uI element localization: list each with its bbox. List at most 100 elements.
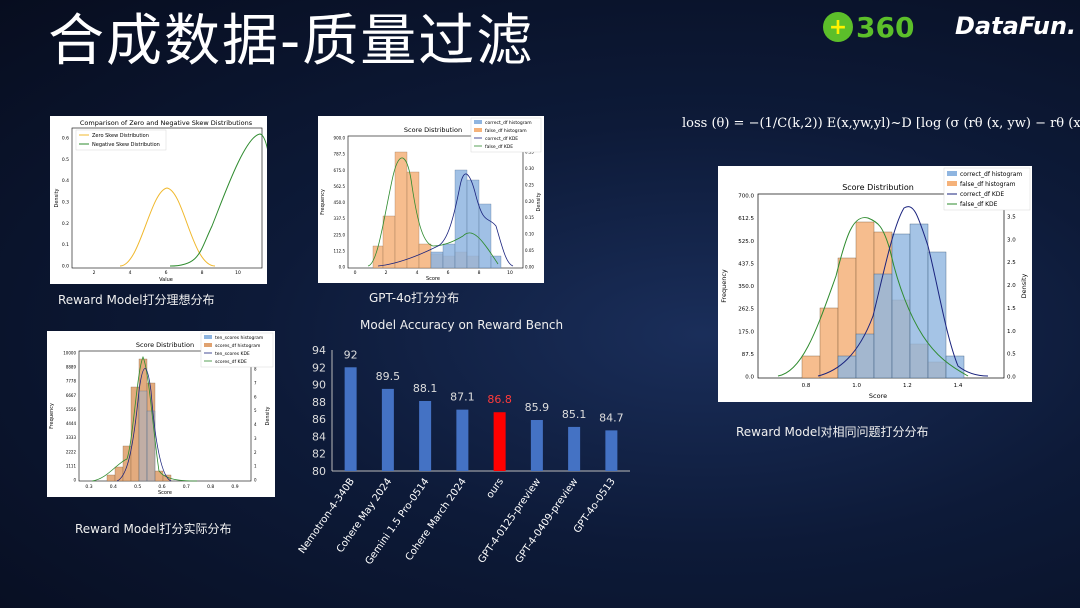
accuracy-bar-chart: 80 82 84 86 88 90 92 94 92 89.5 88.1 87.1 86.8 85.9 8…	[297, 344, 630, 567]
same-correct-hist	[837, 223, 965, 379]
actual-yticks-label: 1111	[66, 463, 77, 468]
actual-y2ticks-label: 2	[254, 450, 257, 455]
actual-legend-0: ten_scores histogram	[215, 335, 263, 341]
actual-y2label: Density	[265, 406, 271, 425]
gpt4o-xticks-label: 6	[447, 270, 450, 276]
same-yticks-label: 525.0	[738, 239, 754, 245]
acc-value-label: 85.1	[562, 408, 587, 421]
same-yticks-label: 175.0	[738, 329, 754, 335]
gpt4o-legend-3: false_df KDE	[485, 144, 513, 150]
same-legend-3: false_df KDE	[960, 201, 998, 208]
actual-xticks-label: 0.3	[85, 484, 92, 490]
gpt4o-ylabel: Frequency	[320, 189, 326, 215]
acc-value-label: 86.8	[487, 393, 512, 406]
acc-bar	[381, 388, 394, 471]
actual-chart-title: Score Distribution	[136, 341, 194, 349]
gpt4o-yticks-label: 225.0	[334, 232, 346, 237]
actual-yticks-label: 6667	[66, 393, 77, 398]
skew-yticks-label: 0.4	[62, 178, 69, 184]
same-xticks-label: 1.0	[852, 383, 861, 389]
actual-y2ticks-label: 7	[254, 380, 257, 385]
gpt4o-y2ticks-label: 0.00	[525, 265, 534, 270]
acc-ytick-label: 82	[312, 448, 326, 461]
same-y2ticks-label: 1.0	[1007, 329, 1016, 335]
same-legend	[943, 167, 1031, 211]
same-chart-panel: Score Distribution 0.0 87.5 175.0 262.5 350.…	[718, 166, 1032, 402]
same-chart-title: Score Distribution	[842, 183, 914, 192]
same-yticks-label: 0.0	[745, 375, 754, 381]
actual-yticks-label: 5556	[66, 407, 77, 412]
actual-yticks-label: 2222	[66, 449, 77, 454]
actual-y2ticks-label: 0	[254, 478, 257, 483]
acc-value-label: 88.1	[413, 382, 438, 395]
gpt4o-chart-title: Score Distribution	[404, 126, 462, 134]
caption-accuracy: Model Accuracy on Reward Bench	[360, 318, 564, 332]
gpt4o-yticks-label: 675.0	[334, 168, 346, 173]
caption-ideal: Reward Model打分理想分布	[58, 293, 215, 307]
gpt4o-xticks-label: 4	[416, 270, 419, 276]
actual-legend-1: scores_df histogram	[215, 343, 260, 349]
caption-gpt4o: GPT-4o打分分布	[369, 291, 460, 305]
skew-xticks-label: 8	[201, 270, 204, 276]
gpt4o-legend-0: correct_df histogram	[485, 120, 532, 126]
logo-datafun: DataFun.	[955, 12, 1077, 40]
gpt4o-y2label: Density	[536, 192, 542, 211]
gpt4o-yticks-label: 112.5	[334, 248, 346, 253]
acc-category-label: GPT-4-0409-preview	[514, 476, 581, 565]
acc-bar	[605, 430, 618, 471]
gpt4o-y2ticks-label: 0.15	[525, 215, 534, 220]
skew-chart-title: Comparison of Zero and Negative Skew Dis…	[80, 119, 253, 127]
gpt4o-yticks-label: 787.5	[334, 152, 346, 157]
same-xticks-label: 0.8	[802, 383, 811, 389]
same-chart: Score Distribution 0.0 87.5 175.0 262.5 350.…	[720, 167, 1031, 400]
acc-bar	[493, 412, 506, 471]
actual-xticks-label: 0.4	[110, 484, 117, 490]
acc-value-label: 87.1	[450, 391, 475, 404]
slide-title: 合成数据-质量过滤	[48, 9, 535, 74]
skew-yticks-label: 0.1	[62, 242, 69, 248]
acc-ytick-label: 88	[312, 396, 326, 409]
actual-xticks-label: 0.6	[158, 484, 165, 490]
skew-xticks-label: 6	[165, 270, 168, 276]
gpt4o-xlabel: Score	[426, 276, 440, 282]
acc-value-label: 85.9	[525, 401, 550, 414]
zero-skew-curve	[119, 187, 216, 267]
skew-yticks-label: 0.2	[62, 221, 69, 227]
actual-legend	[200, 332, 274, 368]
skew-chart: Comparison of Zero and Negative Skew Dis…	[54, 119, 286, 283]
acc-value-label: 92	[344, 348, 358, 361]
loss-formula: loss (θ) = −(1/C(k,2)) E(x,yw,yl)~D [log…	[682, 116, 1080, 131]
acc-bar	[456, 409, 469, 471]
skew-legend-zero: Zero Skew Distribution	[92, 133, 149, 139]
same-legend-0: correct_df histogram	[960, 171, 1022, 178]
actual-yticks-label: 3333	[66, 435, 77, 440]
actual-yticks-label: 10000	[63, 351, 76, 356]
same-y2ticks-label: 2.0	[1007, 283, 1016, 289]
gpt4o-chart-panel: Score Distribution 0.0 112.5 225.0 337.5 450…	[318, 116, 544, 283]
gpt4o-false-kde	[367, 157, 499, 267]
gpt4o-correct-kde	[377, 173, 514, 267]
actual-yticks-label: 7778	[66, 379, 77, 384]
acc-ytick-label: 84	[312, 430, 326, 443]
actual-legend-3: scores_df KDE	[215, 359, 247, 365]
gpt4o-xticks-label: 10	[507, 270, 513, 276]
skew-xticks-label: 4	[129, 270, 132, 276]
acc-ytick-label: 90	[312, 379, 326, 392]
actual-xticks-label: 0.7	[183, 484, 190, 490]
gpt4o-yticks-label: 562.5	[334, 184, 346, 189]
gpt4o-yticks-label: 337.5	[334, 216, 346, 221]
same-y2label: Density	[1020, 273, 1028, 298]
same-y2ticks-label: 3.5	[1007, 215, 1016, 221]
actual-yticks-label: 8889	[66, 365, 77, 370]
skew-yticks-label: 0.5	[62, 157, 69, 163]
actual-y2ticks-label: 4	[254, 422, 257, 427]
acc-bar	[344, 367, 357, 471]
acc-category-label: ours	[485, 476, 507, 500]
gpt4o-y2ticks-label: 0.10	[525, 232, 534, 237]
same-xticks-label: 1.4	[954, 383, 963, 389]
same-y2ticks-label: 1.5	[1007, 306, 1016, 312]
actual-chart: Score Distribution 0 1111 2222 3333 4444 5556…	[49, 332, 274, 496]
actual-y2ticks-label: 8	[254, 367, 257, 372]
actual-yticks-label: 0	[73, 478, 76, 483]
same-xlabel: Score	[869, 392, 887, 400]
